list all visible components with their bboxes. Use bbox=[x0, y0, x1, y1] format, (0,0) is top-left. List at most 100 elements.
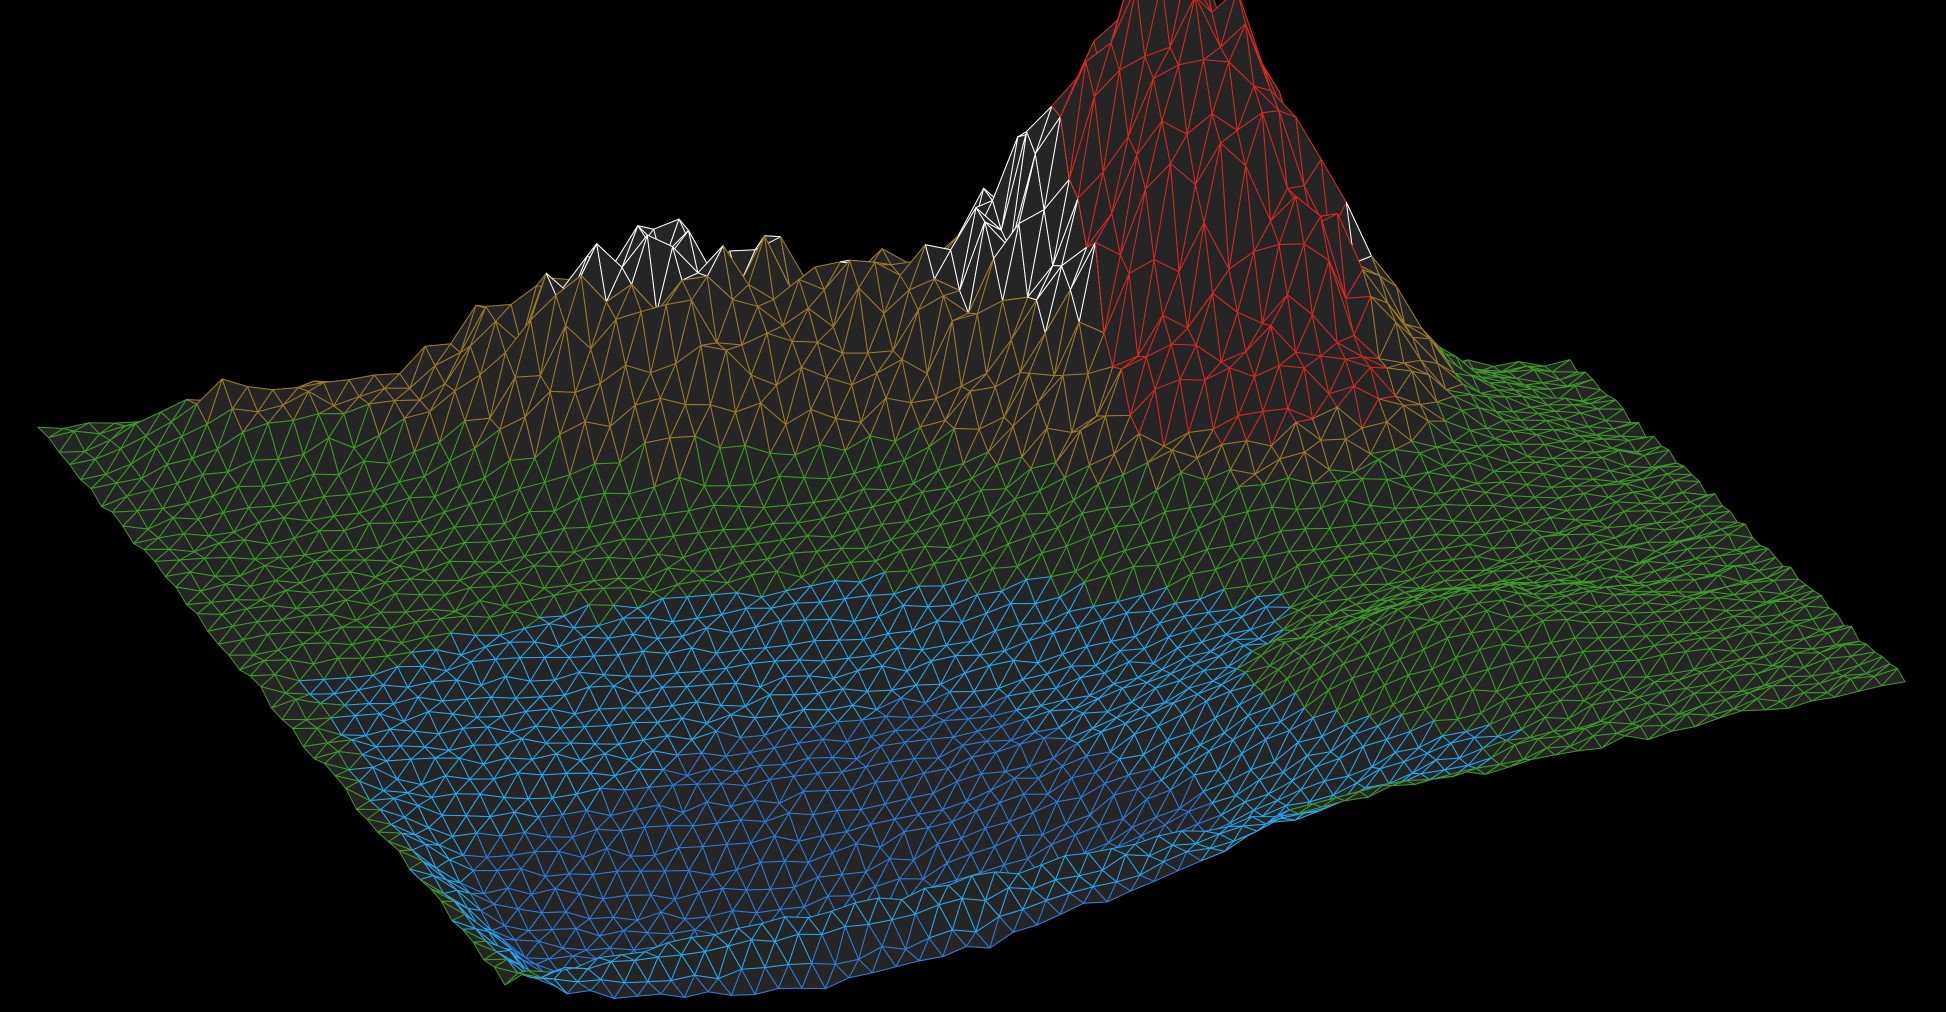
mesh-triangle bbox=[485, 304, 512, 322]
mesh-triangle bbox=[1251, 639, 1277, 657]
mesh-triangle bbox=[710, 682, 737, 706]
mesh-triangle bbox=[1528, 429, 1555, 436]
mesh-triangle bbox=[111, 510, 138, 527]
mesh-triangle bbox=[1542, 506, 1568, 519]
mesh-triangle bbox=[1386, 537, 1413, 557]
mesh-triangle bbox=[1537, 412, 1564, 421]
mesh-triangle bbox=[1246, 440, 1272, 475]
mesh-triangle bbox=[1023, 512, 1050, 536]
mesh-triangle bbox=[247, 386, 274, 413]
mesh-triangle bbox=[769, 694, 795, 717]
mesh-triangle bbox=[340, 734, 367, 741]
mesh-triangle bbox=[319, 702, 346, 719]
mesh-triangle bbox=[1427, 420, 1454, 448]
mesh-triangle bbox=[828, 472, 855, 500]
mesh-triangle bbox=[508, 565, 535, 584]
mesh-triangle bbox=[1460, 569, 1486, 580]
mesh-triangle bbox=[677, 752, 703, 777]
mesh-triangle bbox=[725, 752, 751, 773]
mesh-triangle bbox=[1539, 397, 1566, 406]
mesh-triangle bbox=[1186, 113, 1213, 186]
mesh-triangle bbox=[625, 364, 652, 406]
mesh-triangle bbox=[1509, 584, 1535, 595]
mesh-triangle bbox=[474, 561, 500, 573]
mesh-triangle bbox=[628, 750, 654, 770]
mesh-triangle bbox=[474, 634, 501, 648]
mesh-triangle bbox=[1150, 602, 1176, 624]
mesh-triangle bbox=[1551, 457, 1578, 467]
mesh-triangle bbox=[137, 508, 164, 530]
mesh-triangle bbox=[1028, 757, 1054, 779]
mesh-triangle bbox=[460, 646, 486, 663]
mesh-triangle bbox=[932, 780, 958, 811]
mesh-triangle bbox=[1378, 398, 1404, 423]
mesh-triangle bbox=[221, 378, 248, 410]
mesh-triangle bbox=[1671, 536, 1697, 543]
mesh-triangle bbox=[1640, 502, 1666, 512]
mesh-triangle bbox=[848, 655, 874, 672]
mesh-triangle bbox=[333, 512, 360, 531]
mesh-triangle bbox=[1010, 731, 1036, 745]
mesh-triangle bbox=[1355, 599, 1381, 612]
mesh-triangle bbox=[344, 703, 370, 717]
mesh-triangle bbox=[206, 408, 233, 450]
mesh-triangle bbox=[345, 599, 372, 621]
mesh-triangle bbox=[1581, 549, 1608, 563]
mesh-triangle bbox=[565, 772, 592, 795]
mesh-triangle bbox=[1222, 511, 1249, 547]
mesh-triangle bbox=[555, 275, 582, 327]
mesh-triangle bbox=[271, 698, 297, 720]
mesh-triangle bbox=[596, 243, 623, 303]
mesh-triangle bbox=[860, 803, 886, 825]
mesh-triangle bbox=[970, 630, 996, 656]
mesh-triangle bbox=[398, 475, 425, 499]
mesh-triangle bbox=[962, 451, 989, 479]
mesh-triangle bbox=[956, 773, 982, 802]
mesh-triangle bbox=[620, 826, 646, 857]
mesh-triangle bbox=[1329, 525, 1355, 547]
mesh-triangle bbox=[421, 665, 447, 683]
mesh-triangle bbox=[722, 528, 749, 548]
mesh-triangle bbox=[1437, 363, 1464, 391]
mesh-triangle bbox=[908, 278, 935, 311]
mesh-triangle bbox=[588, 685, 615, 710]
mesh-triangle bbox=[1264, 551, 1290, 582]
mesh-triangle bbox=[569, 463, 596, 499]
mesh-triangle bbox=[1632, 491, 1659, 504]
mesh-triangle bbox=[713, 504, 740, 531]
mesh-triangle bbox=[1178, 222, 1205, 329]
mesh-triangle bbox=[574, 382, 601, 423]
mesh-triangle bbox=[933, 558, 960, 587]
mesh-triangle bbox=[328, 437, 355, 476]
mesh-triangle bbox=[434, 485, 461, 513]
mesh-triangle bbox=[764, 726, 790, 749]
mesh-triangle bbox=[486, 726, 513, 746]
mesh-triangle bbox=[934, 707, 960, 722]
mesh-triangle bbox=[1605, 420, 1632, 430]
mesh-triangle bbox=[1460, 450, 1487, 464]
mesh-triangle bbox=[1429, 588, 1455, 597]
mesh-triangle bbox=[1509, 529, 1535, 548]
mesh-triangle bbox=[715, 730, 741, 757]
mesh-triangle bbox=[1154, 379, 1181, 447]
mesh-triangle bbox=[1297, 561, 1323, 589]
mesh-triangle bbox=[1110, 0, 1135, 71]
mesh-triangle bbox=[983, 543, 1009, 569]
mesh-triangle bbox=[1435, 570, 1462, 582]
mesh-triangle bbox=[686, 594, 713, 619]
mesh-triangle bbox=[598, 617, 624, 639]
mesh-triangle bbox=[1027, 265, 1054, 301]
mesh-triangle bbox=[1533, 592, 1559, 600]
mesh-triangle bbox=[1495, 411, 1522, 421]
mesh-triangle bbox=[1282, 615, 1308, 631]
mesh-triangle bbox=[524, 390, 551, 459]
mesh-triangle bbox=[662, 596, 688, 623]
mesh-triangle bbox=[1575, 485, 1602, 494]
mesh-triangle bbox=[1354, 566, 1380, 586]
mesh-triangle bbox=[1004, 640, 1030, 661]
mesh-triangle bbox=[646, 234, 674, 313]
mesh-triangle bbox=[348, 374, 375, 398]
mesh-triangle bbox=[1203, 59, 1230, 115]
